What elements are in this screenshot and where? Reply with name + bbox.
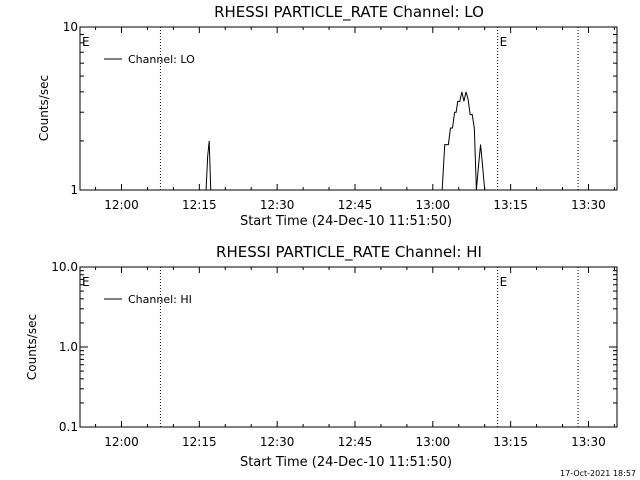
y-tick-label: 1.0 [59, 340, 78, 354]
x-tick-label: 13:30 [571, 435, 606, 449]
y-tick-label: 1 [70, 183, 78, 197]
x-tick-label: 12:30 [260, 435, 295, 449]
eclipse-marker: E [500, 275, 508, 289]
panel-hi: RHESSI PARTICLE_RATE Channel: HI 12:00 12… [25, 243, 618, 470]
eclipse-marker: E [82, 275, 90, 289]
x-tick-label: 12:45 [338, 435, 373, 449]
axis-ticks-lo: 12:00 12:15 12:30 12:45 13:00 13:15 13:30 1 10 [63, 20, 617, 212]
x-tick-label: 12:15 [182, 435, 217, 449]
plot-frame-lo [79, 26, 618, 191]
x-tick-label: 13:00 [416, 198, 451, 212]
axis-ticks-hi: 12:00 12:15 12:30 12:45 13:00 13:15 13:30 0.1 1.… [51, 260, 617, 449]
x-tick-label: 12:45 [338, 198, 373, 212]
x-tick-label: 13:15 [493, 198, 528, 212]
y-tick-label: 10.0 [51, 260, 78, 274]
series-lo [205, 91, 487, 191]
x-axis-label-hi: Start Time (24-Dec-10 11:51:50) [240, 455, 452, 470]
x-tick-label: 12:15 [182, 198, 217, 212]
chart-title-lo: RHESSI PARTICLE_RATE Channel: LO [214, 3, 484, 22]
x-axis-label-lo: Start Time (24-Dec-10 11:51:50) [240, 214, 452, 229]
y-tick-label: 0.1 [59, 420, 78, 434]
generated-timestamp: 17-Oct-2021 18:57 [560, 469, 636, 478]
chart-title-hi: RHESSI PARTICLE_RATE Channel: HI [216, 243, 482, 262]
x-tick-label: 13:00 [416, 435, 451, 449]
x-tick-label: 12:00 [104, 198, 139, 212]
eclipse-marker: E [500, 35, 508, 49]
x-tick-label: 12:30 [260, 198, 295, 212]
y-tick-label: 10 [63, 20, 78, 34]
data-series-line [441, 91, 487, 191]
x-tick-label: 13:30 [571, 198, 606, 212]
eclipse-marker: E [82, 35, 90, 49]
data-series-line [205, 140, 212, 191]
legend-label-hi: Channel: HI [128, 293, 192, 306]
y-axis-label-lo: Counts/sec [37, 75, 51, 141]
x-tick-label: 12:00 [104, 435, 139, 449]
x-tick-label: 13:15 [493, 435, 528, 449]
legend-label-lo: Channel: LO [128, 53, 195, 66]
y-axis-label-hi: Counts/sec [25, 314, 39, 380]
panel-lo: RHESSI PARTICLE_RATE Channel: LO 12:00 12… [37, 3, 618, 229]
